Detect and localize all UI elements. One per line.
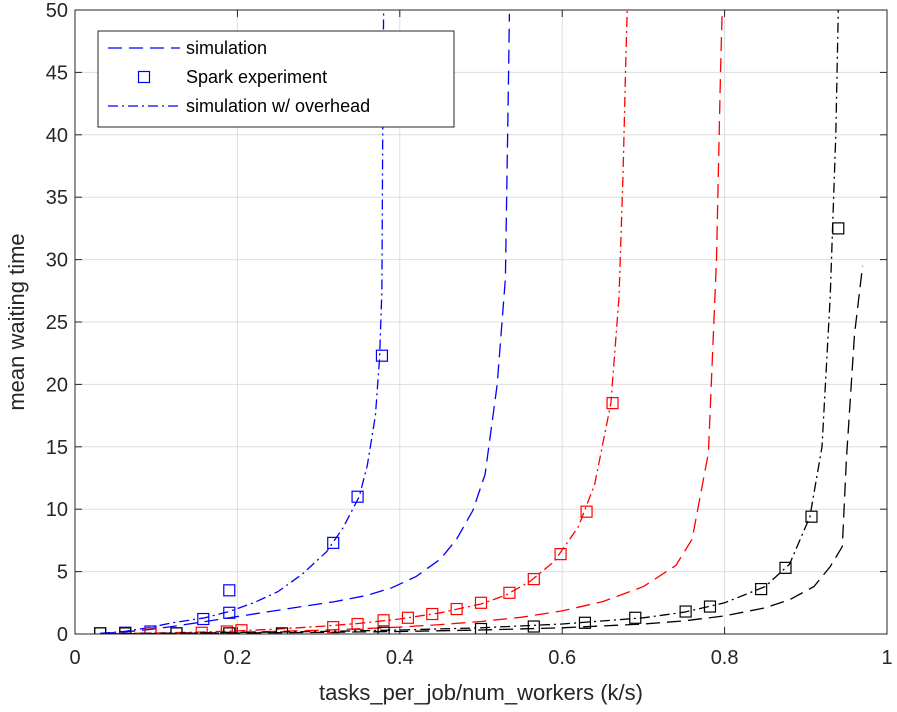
x-tick-label: 0.2 — [223, 647, 251, 669]
series-line — [115, 10, 628, 634]
data-point-marker — [527, 620, 540, 633]
data-point-marker — [327, 536, 340, 549]
legend-sample-square — [137, 70, 151, 84]
data-point-marker — [351, 490, 364, 503]
data-point-marker — [401, 611, 415, 624]
data-point-marker — [703, 600, 717, 613]
x-tick-label: 0.6 — [548, 647, 576, 669]
legend: simulation Spark experiment simulation w… — [97, 30, 455, 128]
data-point-marker — [119, 627, 132, 634]
legend-label-overhead: simulation w/ overhead — [186, 96, 370, 116]
data-point-marker — [235, 624, 248, 634]
series-line — [100, 10, 385, 634]
data-point-marker — [503, 586, 516, 599]
data-point-marker — [275, 627, 289, 634]
x-tick-label: 0 — [69, 647, 80, 669]
y-axis-label: mean waiting time — [4, 233, 29, 410]
data-point-marker — [805, 510, 818, 523]
data-point-marker — [377, 614, 390, 627]
y-tick-label: 15 — [46, 437, 68, 459]
data-point-marker — [426, 607, 439, 621]
data-point-marker — [679, 605, 692, 618]
data-point-marker — [197, 612, 210, 626]
y-tick-label: 40 — [46, 125, 68, 147]
x-tick-label: 1 — [881, 647, 892, 669]
x-axis-label: tasks_per_job/num_workers (k/s) — [319, 680, 643, 705]
series-line — [100, 13, 511, 634]
y-tick-label: 30 — [46, 250, 68, 272]
y-tick-label: 5 — [57, 562, 68, 584]
y-tick-label: 45 — [46, 62, 68, 84]
data-point-marker — [755, 582, 768, 596]
y-tick-label: 25 — [46, 312, 68, 334]
y-tick-label: 10 — [46, 499, 68, 521]
data-point-marker — [351, 617, 364, 631]
legend-label-spark: Spark experiment — [186, 67, 327, 87]
plot-area — [94, 10, 864, 634]
data-point-marker — [223, 627, 236, 634]
data-point-marker — [474, 596, 488, 609]
data-point-marker — [223, 584, 236, 597]
y-tick-label: 20 — [46, 374, 68, 396]
data-point-marker — [832, 222, 845, 235]
data-point-marker — [377, 626, 390, 634]
series-line — [100, 265, 864, 634]
y-tick-label: 50 — [46, 0, 68, 22]
data-point-marker — [527, 572, 540, 586]
data-point-marker — [779, 561, 792, 574]
series-group — [94, 10, 864, 634]
data-point-marker — [554, 548, 567, 561]
data-point-marker — [580, 505, 593, 518]
axes-box — [74, 9, 888, 635]
y-tick-label: 35 — [46, 187, 68, 209]
data-point-marker — [375, 349, 389, 362]
data-point-marker — [450, 602, 463, 616]
y-tick-label: 0 — [57, 624, 68, 646]
legend-box — [97, 30, 455, 128]
data-point-marker — [606, 397, 619, 410]
legend-label-simulation: simulation — [186, 38, 267, 58]
x-tick-label: 0.4 — [386, 647, 414, 669]
data-point-marker — [474, 622, 488, 634]
data-point-marker — [578, 616, 592, 629]
x-tick-label: 0.8 — [711, 647, 739, 669]
series-line — [100, 10, 839, 634]
